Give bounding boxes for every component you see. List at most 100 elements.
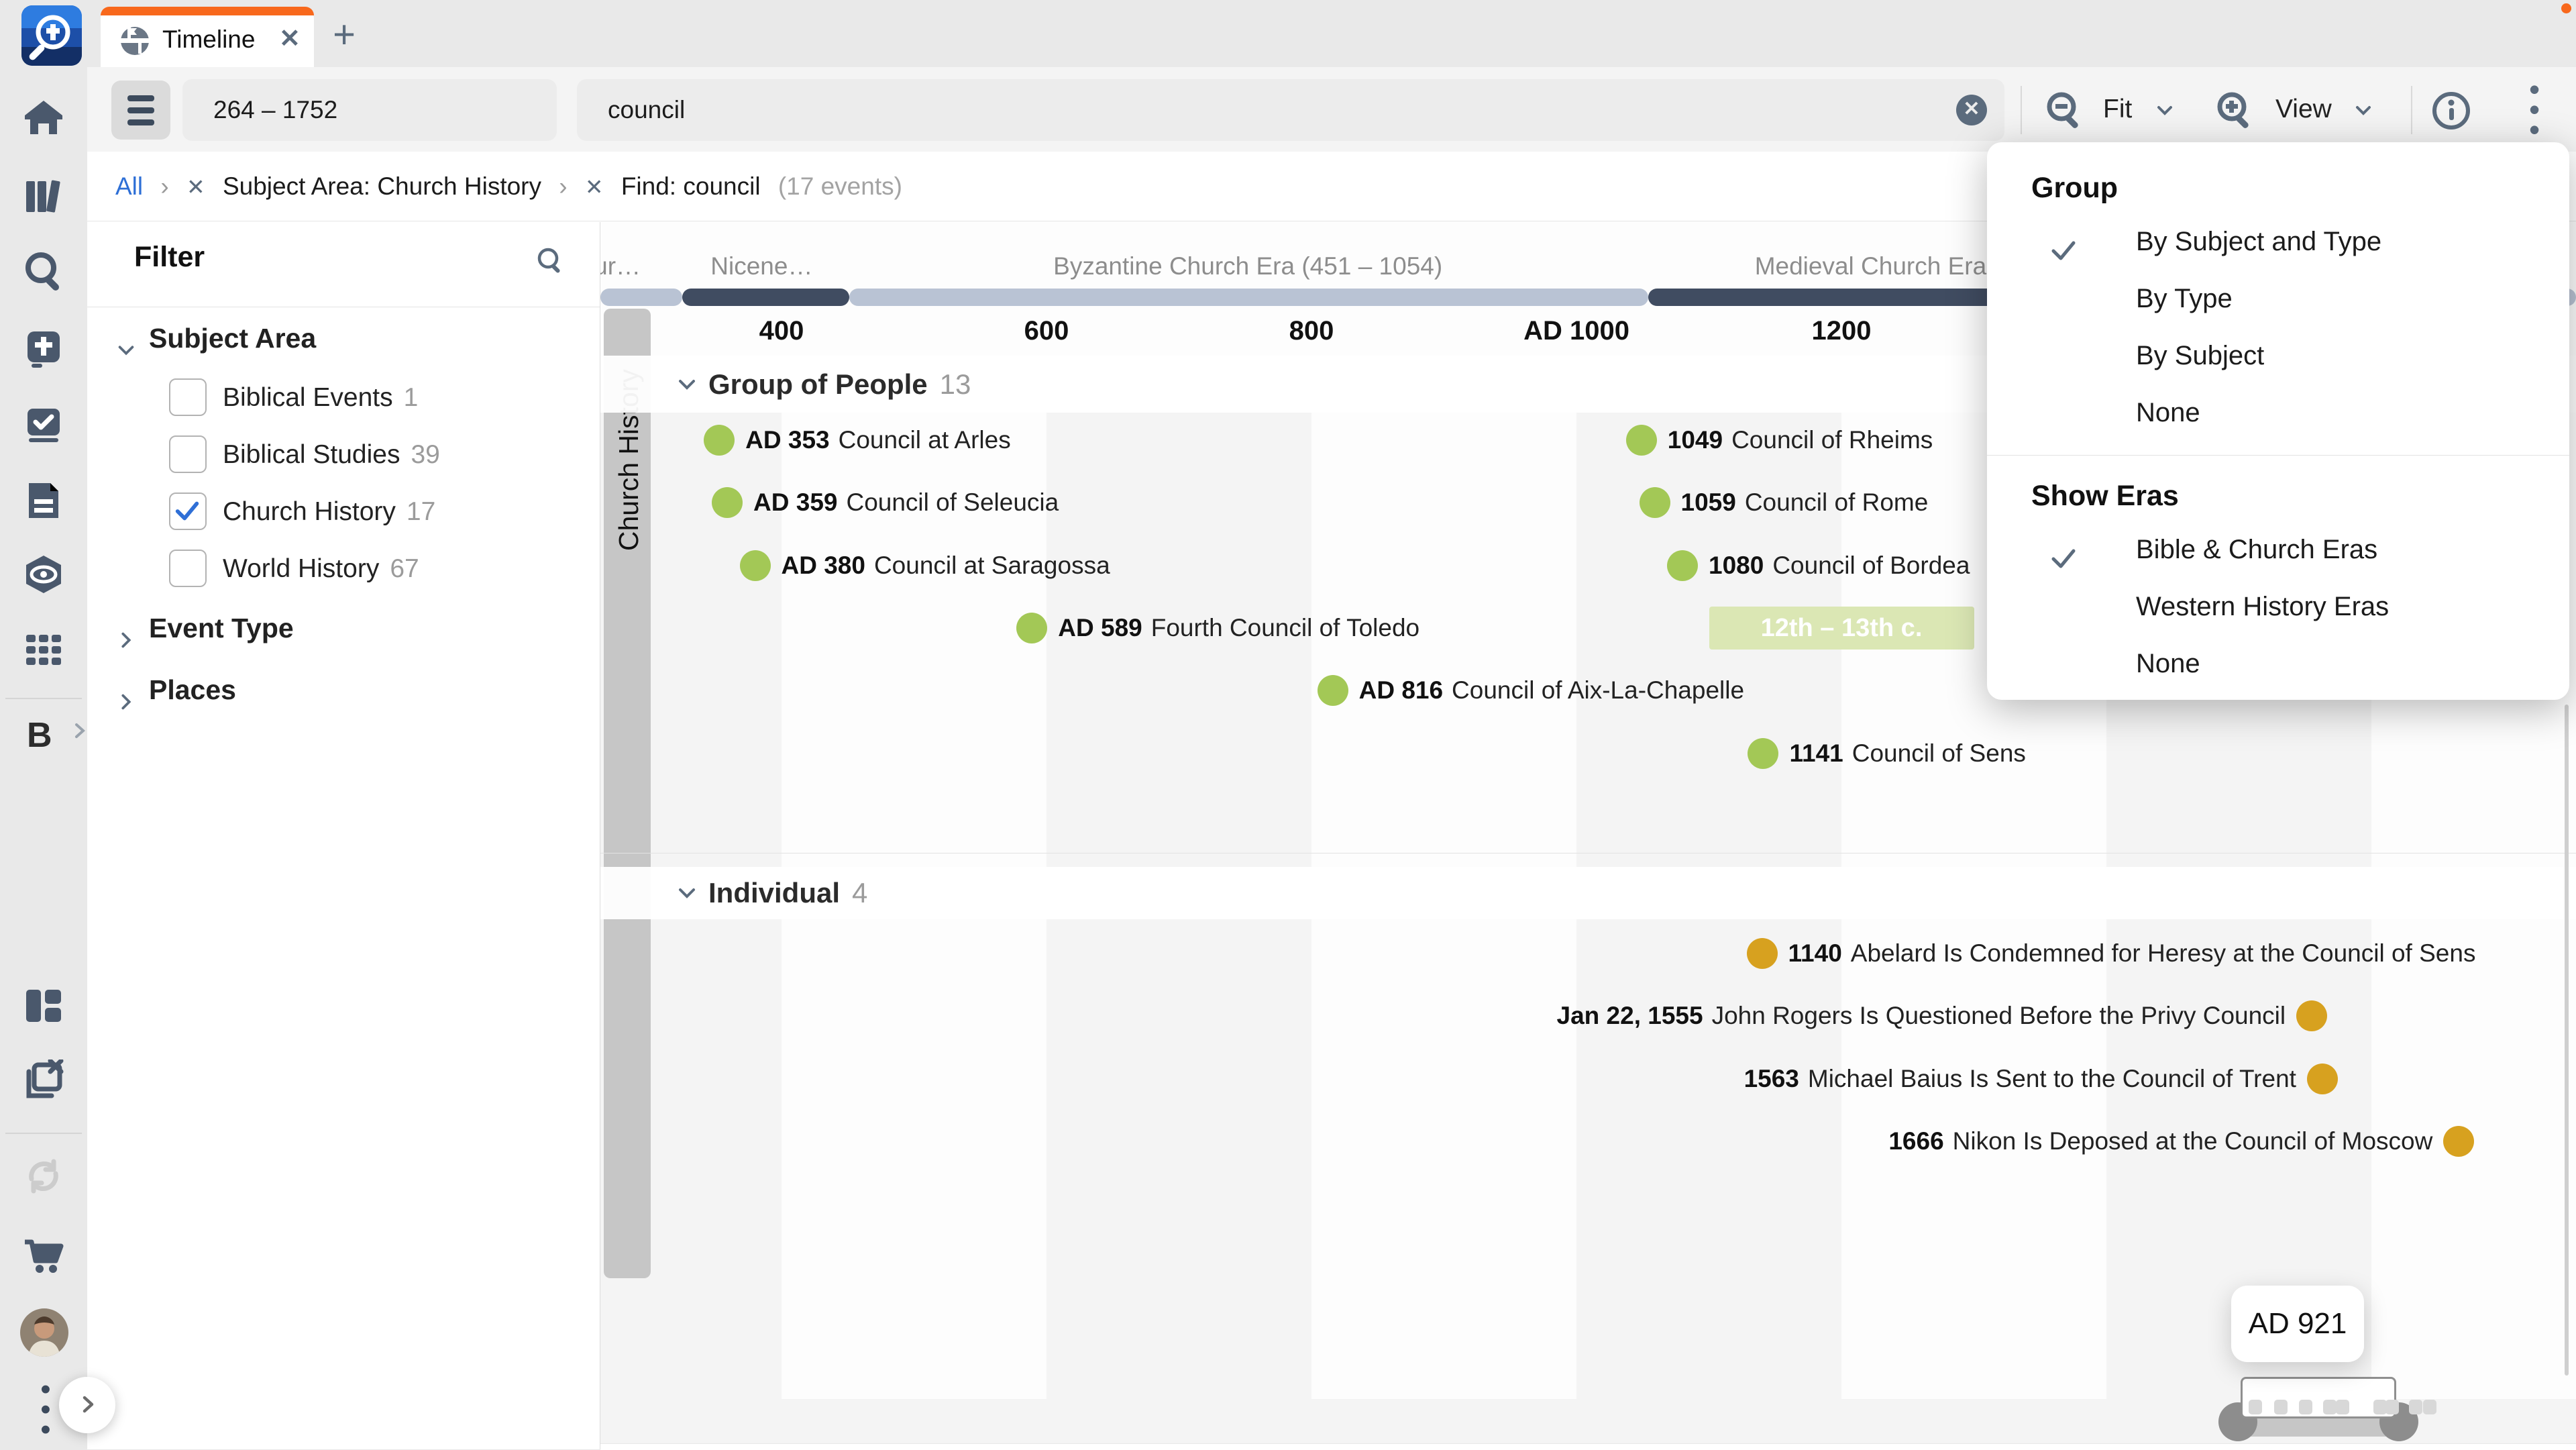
vertical-scrollbar[interactable] [2565, 705, 2569, 1376]
section-count: 13 [939, 368, 971, 400]
search-icon[interactable] [22, 250, 65, 293]
info-icon[interactable] [2430, 89, 2473, 132]
date-range-field[interactable]: 264 – 1752 [182, 79, 557, 141]
bible-icon[interactable] [22, 327, 65, 370]
timeline-event[interactable]: 1563 Michael Baius Is Sent to the Council… [1744, 1061, 2338, 1096]
timeline-event[interactable]: 1049 Council of Rheims [1625, 423, 1933, 458]
filter-section-subject-area[interactable]: Subject Area [87, 307, 600, 369]
menu-item-none[interactable]: None [2136, 398, 2200, 427]
fit-button[interactable]: Fit [2103, 95, 2133, 123]
apps-grid-icon[interactable] [22, 628, 65, 671]
user-avatar[interactable] [20, 1308, 68, 1357]
timeline-group-bar-church-history[interactable]: Church History [604, 309, 651, 1278]
more-options-icon[interactable]: • • • [2528, 72, 2540, 147]
chevron-right-icon[interactable] [70, 721, 90, 741]
filter-section-event-type[interactable]: Event Type [87, 597, 600, 659]
event-marker-green [1639, 487, 1670, 519]
rail-more-icon[interactable]: • • • [40, 1373, 51, 1446]
rail-divider [5, 1133, 82, 1134]
event-title: Fourth Council of Toledo [1150, 613, 1420, 641]
event-date: 1080 [1709, 551, 1764, 579]
menu-item-western-history-eras[interactable]: Western History Eras [2136, 592, 2390, 621]
era-range-pill[interactable]: 12th – 13th c. [1709, 606, 1974, 650]
event-marker-gold [2296, 1000, 2328, 1032]
timeline-event[interactable]: AD 589 Fourth Council of Toledo [1016, 611, 1419, 645]
zoom-out-icon[interactable] [2043, 89, 2086, 132]
menu-item-bible-church-eras[interactable]: Bible & Church Eras [1987, 521, 2569, 578]
axis-tick-label: 400 [759, 316, 804, 346]
event-marker-green [739, 550, 771, 581]
event-date: Jan 22, 1555 [1556, 1002, 1703, 1030]
timeline-event[interactable]: AD 380 Council at Saragossa [739, 548, 1110, 583]
checkbox-checked[interactable] [169, 493, 207, 530]
timeline-event[interactable]: 1666 Nikon Is Deposed at the Council of M… [1888, 1124, 2475, 1159]
checkbox-unchecked[interactable] [169, 435, 207, 473]
checkbox-unchecked[interactable] [169, 550, 207, 587]
timeline-event[interactable]: AD 359 Council of Seleucia [712, 485, 1059, 520]
collapse-section-icon[interactable] [676, 882, 698, 904]
cart-icon[interactable] [22, 1234, 65, 1277]
close-all-panels-icon[interactable] [22, 1058, 65, 1102]
era-label[interactable]: Byzantine Church Era (451 – 1054) [1053, 252, 1443, 280]
menu-item-by-type[interactable]: By Type [2136, 284, 2233, 313]
menu-item-by-subject[interactable]: By Subject [2136, 341, 2265, 370]
zoom-in-icon[interactable] [2214, 89, 2257, 132]
filter-option-count: 67 [390, 554, 419, 583]
filter-search-icon[interactable] [535, 246, 565, 276]
tab-close-icon[interactable]: ✕ [279, 25, 301, 53]
timeline-event[interactable]: 1080 Council of Bordea [1667, 548, 1970, 583]
collapse-section-icon[interactable] [676, 373, 698, 396]
event-title: Michael Baius Is Sent to the Council of … [1807, 1064, 2296, 1092]
timeline-event[interactable]: 1140 Abelard Is Condemned for Heresy at t… [1746, 936, 2475, 971]
breadcrumb-all-link[interactable]: All [115, 172, 144, 200]
event-date: 1059 [1680, 488, 1736, 517]
timeline-event[interactable]: 1141 Council of Sens [1748, 736, 2026, 771]
shortcut-letter[interactable]: B [27, 716, 52, 755]
view-button[interactable]: View [2275, 95, 2332, 123]
timeline-event[interactable]: Jan 22, 1555 John Rogers Is Questioned Be… [1557, 998, 2328, 1033]
layout-icon[interactable] [22, 984, 65, 1027]
era-bar-segment[interactable] [682, 289, 849, 306]
era-label[interactable]: Nicene… [710, 252, 813, 280]
sync-icon[interactable] [22, 1155, 65, 1198]
breadcrumb-find-filter[interactable]: Find: council [621, 172, 761, 200]
filter-option-biblical-events[interactable]: Biblical Events 1 [87, 369, 600, 426]
library-icon[interactable] [22, 174, 65, 217]
tab-title: Timeline [162, 25, 256, 53]
filter-option-church-history[interactable]: Church History 17 [87, 483, 600, 540]
search-input[interactable]: council [577, 79, 2004, 141]
timeline-event[interactable]: AD 816 Council of Aix-La-Chapelle [1317, 673, 1744, 708]
era-label[interactable]: Medieval Church Era [1754, 252, 1987, 280]
event-marker-gold [2443, 1125, 2475, 1157]
new-tab-button[interactable]: + [333, 13, 356, 56]
checkbox-unchecked[interactable] [169, 378, 207, 416]
home-icon[interactable] [22, 97, 65, 140]
documents-icon[interactable] [22, 479, 65, 522]
remove-filter-icon[interactable]: ✕ [584, 174, 604, 199]
event-date: AD 816 [1358, 676, 1444, 705]
minimap-viewport[interactable] [2241, 1377, 2396, 1418]
timeline-event[interactable]: AD 353 Council at Arles [704, 423, 1011, 458]
era-bar-segment[interactable] [849, 289, 1648, 306]
filter-option-biblical-studies[interactable]: Biblical Studies 39 [87, 426, 600, 483]
fit-chevron-down-icon[interactable] [2155, 101, 2175, 121]
event-date: 1140 [1788, 939, 1842, 967]
factbook-icon[interactable] [22, 553, 65, 596]
remove-filter-icon[interactable]: ✕ [186, 174, 205, 199]
clear-search-icon[interactable]: ✕ [1956, 95, 1987, 125]
timeline-event[interactable]: 1059 Council of Rome [1639, 485, 1928, 520]
menu-item-by-subject-and-type[interactable]: By Subject and Type [1987, 213, 2569, 270]
tab-timeline[interactable]: Timeline ✕ [101, 7, 314, 67]
expand-panel-button[interactable] [59, 1377, 115, 1433]
era-bar-segment[interactable] [600, 289, 682, 306]
filter-option-world-history[interactable]: World History 67 [87, 540, 600, 597]
guide-check-icon[interactable] [22, 403, 65, 446]
filter-section-places[interactable]: Places [87, 659, 600, 721]
era-label[interactable]: ur… [600, 252, 641, 280]
panel-menu-button[interactable] [111, 81, 170, 140]
breadcrumb-subject-filter[interactable]: Subject Area: Church History [222, 172, 541, 200]
filter-panel: Filter Subject Area Biblical Events 1 Bibli… [87, 222, 600, 1449]
event-title: John Rogers Is Questioned Before the Pri… [1711, 1002, 2286, 1030]
menu-item-none[interactable]: None [2136, 649, 2200, 678]
view-chevron-down-icon[interactable] [2353, 101, 2373, 121]
